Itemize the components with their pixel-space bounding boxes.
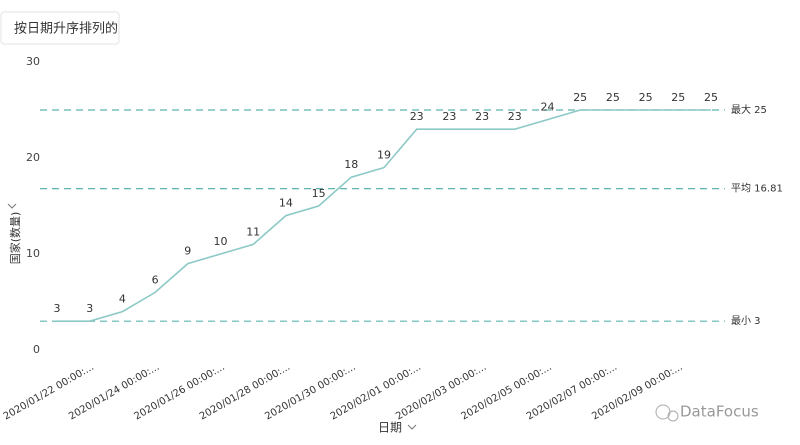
- data-label: 6: [152, 273, 159, 286]
- data-label: 25: [639, 91, 653, 104]
- data-label: 3: [86, 302, 93, 315]
- reference-label: 平均 16.81: [731, 183, 783, 195]
- x-axis-label: 日期: [378, 421, 402, 435]
- watermark-logo: [655, 404, 679, 422]
- data-label: 23: [508, 110, 522, 123]
- data-line: [57, 109, 711, 322]
- y-axis-label: 国家(数量): [8, 212, 22, 265]
- data-label: 10: [214, 235, 228, 248]
- reference-label: 最大 25: [731, 103, 767, 116]
- title-box: [0, 11, 120, 45]
- data-label: 9: [184, 245, 191, 258]
- data-label: 15: [312, 187, 326, 200]
- data-label: 25: [704, 91, 718, 104]
- data-label: 25: [573, 91, 587, 104]
- data-label: 3: [54, 302, 61, 315]
- data-label: 23: [410, 110, 424, 123]
- reference-label: 最小 3: [731, 315, 761, 327]
- data-label: 4: [119, 293, 126, 306]
- data-label: 14: [279, 197, 293, 210]
- y-tick-label: 30: [26, 55, 40, 68]
- chart-title: 按日期升序排列的: [14, 21, 118, 37]
- y-tick-label: 10: [26, 247, 40, 260]
- y-tick-label: 0: [33, 343, 40, 356]
- data-label: 23: [475, 110, 489, 123]
- x-axis-chevron[interactable]: [407, 424, 417, 430]
- data-label: 25: [671, 91, 685, 104]
- data-label: 25: [606, 91, 620, 104]
- y-tick-label: 20: [26, 151, 40, 164]
- watermark: DataFocus: [680, 403, 759, 421]
- data-label: 23: [442, 110, 456, 123]
- data-label: 19: [377, 149, 391, 162]
- y-axis-chevron[interactable]: [7, 203, 17, 209]
- data-label: 11: [246, 225, 260, 238]
- data-label: 24: [541, 101, 555, 114]
- data-label: 18: [344, 158, 358, 171]
